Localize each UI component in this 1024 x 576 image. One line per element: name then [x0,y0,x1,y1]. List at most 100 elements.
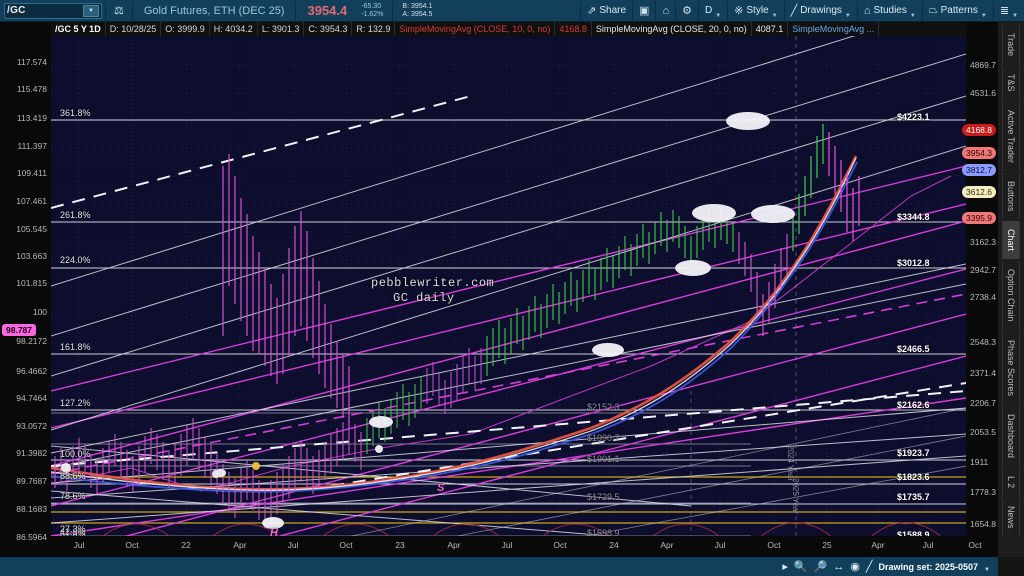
chevron-down-icon[interactable]: ▼ [909,12,916,19]
patterns-button[interactable]: ⏢ Patterns ▼ [921,0,993,21]
left-axis-label: 105.545 [16,224,47,234]
pan-icon[interactable]: ↔ [833,560,845,573]
style-button[interactable]: ※ Style ▼ [727,0,783,21]
left-axis-label: 89.7687 [16,476,47,486]
info-low: L: 3901.3 [258,22,305,36]
date-label: 25 [822,540,832,550]
left-axis-label: 96.4662 [16,366,47,376]
chevron-down-icon[interactable]: ▼ [980,12,987,19]
sidebar-item-dashboard[interactable]: Dashboard [1002,405,1020,466]
left-axis-label: 107.461 [16,196,47,206]
left-price-axis[interactable]: 117.574 115.478 113.419 111.397 109.411 … [0,36,51,557]
chevron-down-icon[interactable]: ▼ [715,12,722,19]
info-study-1-label[interactable]: SimpleMovingAvg (CLOSE, 10, 0, no) [395,22,556,36]
flask-icon: ⌂ [662,4,670,17]
right-axis-label: 1911 [970,457,989,467]
left-axis-label: 93.0572 [16,421,47,431]
sidebar-item-phase-scores[interactable]: Phase Scores [1002,331,1020,404]
chevron-down-icon[interactable]: ▼ [771,12,778,19]
fib-label-786: 78.6% [60,491,86,501]
date-label: Apr [447,540,461,550]
play-icon[interactable]: ▸ [782,561,788,573]
sidebar-item-trade[interactable]: Trade [1002,25,1020,65]
chevron-down-icon[interactable]: ▼ [83,4,99,17]
studies-button[interactable]: ⌂ Studies ▼ [856,0,922,21]
bid-ask: B: 3954.1 A: 3954.5 [396,3,438,19]
zoom-out-icon[interactable]: 🔍 [793,561,808,573]
left-axis-label: 100 [32,307,47,317]
bid-value: B: 3954.1 [402,2,433,10]
patterns-label: Patterns [940,5,978,16]
fib-label-100: 100.0% [60,449,91,459]
date-axis[interactable]: Jul Oct 22 Apr Jul Oct 23 Apr Jul Oct 24… [51,536,998,557]
fib-label-886: 88.6% [60,471,86,481]
fib-label-261: 261.8% [60,210,91,220]
price-label-1823: $1823.6 [897,472,930,482]
share-button[interactable]: ⇗ Share [580,0,632,21]
right-axis-pill-sma10: 4168.8 [962,124,996,136]
price-label-3012: $3012.8 [897,258,930,268]
right-axis-label: 2206.7 [970,398,996,408]
snapshot-button[interactable]: ▣ [632,0,655,21]
date-label: Jul [287,540,299,550]
flask-icon: ⌂ [863,4,871,17]
left-axis-label: 91.3982 [16,448,47,458]
sidebar-item-option-chain[interactable]: Option Chain [1002,261,1020,330]
sidebar-item-active-trader[interactable]: Active Trader [1002,101,1020,171]
right-axis-label: 2053.5 [970,427,996,437]
candlestick-icon[interactable]: ⚖ [114,5,124,17]
date-label: Apr [871,540,885,550]
date-label: Oct [553,540,567,550]
info-study-3-label[interactable]: SimpleMovingAvg ... [788,22,880,36]
studies-label: Studies [873,5,907,16]
pencil-icon[interactable]: ╱ [865,561,873,573]
info-study-2-label[interactable]: SimpleMovingAvg (CLOSE, 20, 0, no) [592,22,752,36]
fib-label-423: 42.3% [60,527,86,537]
sidebar-item-ts[interactable]: T&S [1002,66,1020,100]
fib-label-361: 361.8% [60,108,91,118]
watermark-line-1: pebblewriter.com [371,276,495,290]
sidebar-item-buttons[interactable]: Buttons [1002,172,1020,220]
chart-letter-s: S [437,482,445,494]
chevron-down-icon[interactable]: ▼ [1012,12,1018,19]
date-label: 23 [395,540,405,550]
price-label-2466: $2466.5 [897,344,930,354]
chart-plot-area[interactable]: pebblewriter.com GC daily [51,36,966,557]
fib-label-161: 161.8% [60,342,91,352]
date-label: Jul [501,540,513,550]
right-axis-label: 2942.7 [970,265,996,275]
drawings-label: Drawings [800,5,842,16]
zoom-in-icon[interactable]: 🔎 [813,561,828,573]
crosshair-icon[interactable]: ◉ [850,561,860,573]
right-axis-label: 4531.6 [970,88,996,98]
date-label: Oct [767,540,781,550]
left-axis-label: 113.419 [16,113,47,123]
chart-menu-button[interactable]: ≣ ▼ [992,0,1024,21]
price-label-1923: $1923.7 [897,448,930,458]
symbol-text: /GC [7,5,26,16]
symbol-input[interactable]: /GC ▼ [4,2,102,19]
chevron-down-icon[interactable]: ▼ [844,12,851,19]
studies-quick-button[interactable]: ⌂ [655,0,675,21]
right-axis-label: 2738.4 [970,292,996,302]
instrument-description: Gold Futures, ETH (DEC 25) [143,4,285,17]
change-absolute: -65.30 [361,2,382,10]
drawing-set-label[interactable]: Drawing set: 2025-0507 [878,561,979,572]
info-study-2-value: 4087.1 [752,22,789,36]
settings-button[interactable]: ⚙ [675,0,698,21]
style-icon: ※ [734,5,744,17]
divider [131,0,133,21]
sidebar-item-l2[interactable]: L 2 [1002,467,1020,497]
right-price-axis[interactable]: 4869.7 4531.6 4168.8 3954.3 3812.7 3612.… [962,36,998,557]
pencil-line-icon: ╱ [790,5,798,17]
drawing-mode-button[interactable]: D ▼ [697,0,727,21]
right-axis-label: 4869.7 [970,60,996,70]
left-axis-label: 101.815 [16,278,47,288]
right-axis-label: 1778.3 [970,487,996,497]
drawings-button[interactable]: ╱ Drawings ▼ [783,0,857,21]
fib-label-618: 61.8% [60,529,86,539]
sidebar-item-news[interactable]: News [1002,498,1020,537]
sidebar-item-chart[interactable]: Chart [1002,221,1020,260]
chevron-down-icon[interactable]: ▼ [984,567,990,573]
